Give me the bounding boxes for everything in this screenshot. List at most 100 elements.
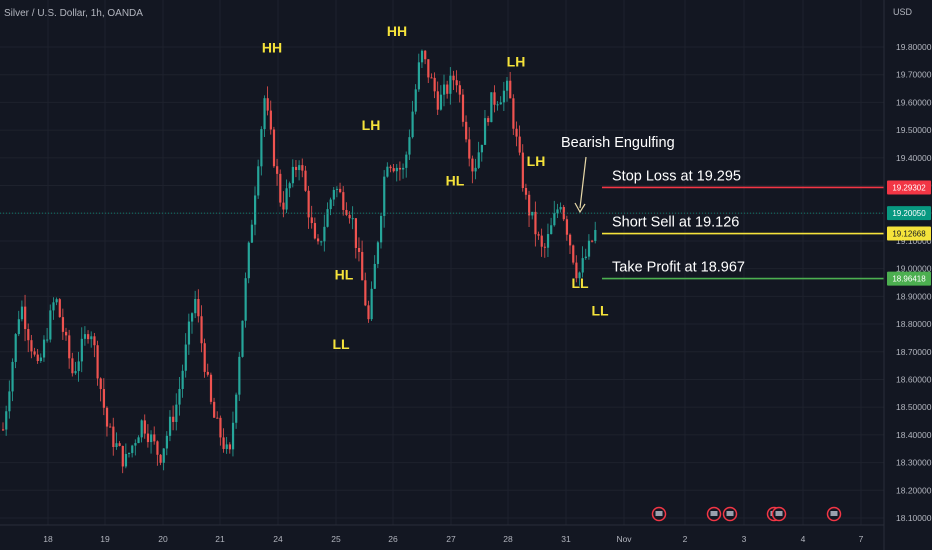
stop-loss-label: Stop Loss at 19.295	[612, 168, 741, 184]
candle-body	[332, 189, 335, 200]
candle-body	[197, 299, 200, 317]
candle-body	[124, 453, 128, 467]
swing-label-ll: LL	[591, 303, 609, 319]
flag-icon-field	[830, 511, 838, 516]
candle-body	[436, 91, 439, 110]
candle-body	[380, 215, 383, 243]
stop-loss-tag	[887, 180, 931, 195]
candle-body	[487, 118, 490, 123]
candle-body	[254, 195, 257, 225]
x-tick-label: 3	[742, 534, 747, 544]
candle-body	[2, 429, 5, 431]
candle-body	[257, 166, 260, 196]
candle-body	[550, 225, 553, 235]
candle-body	[137, 437, 140, 444]
flag-icon-field	[775, 511, 783, 516]
candle-body	[156, 441, 159, 455]
candle-body	[241, 320, 244, 357]
candle-body	[572, 245, 575, 263]
candle-body	[446, 84, 449, 94]
candle-body	[465, 121, 468, 140]
y-tick-label: 19.70000	[896, 70, 932, 80]
candle-body	[272, 129, 276, 167]
candle-body	[386, 166, 389, 177]
y-tick-label: 18.30000	[896, 458, 932, 468]
candle-body	[140, 420, 143, 438]
candle-body	[364, 280, 367, 306]
y-tick-label: 19.00000	[896, 264, 932, 274]
candle-body	[184, 344, 187, 371]
y-tick-label: 18.20000	[896, 485, 932, 495]
candle-body	[461, 94, 465, 122]
candle-body	[153, 434, 156, 442]
candle-body	[342, 192, 345, 210]
swing-label-ll: LL	[332, 336, 350, 352]
candle-body	[449, 75, 452, 94]
candle-body	[83, 334, 87, 339]
x-tick-label: 7	[859, 534, 864, 544]
y-tick-label: 18.50000	[896, 402, 932, 412]
flag-icon-field	[655, 511, 663, 516]
candle-body	[417, 62, 420, 90]
candle-body	[49, 310, 52, 340]
candle-body	[225, 444, 228, 449]
candle-body	[39, 357, 42, 362]
candle-body	[30, 340, 33, 352]
candle-body	[269, 110, 272, 130]
bearish-engulfing-label: Bearish Engulfing	[561, 135, 675, 151]
candle-body	[307, 190, 310, 218]
candle-body	[260, 129, 263, 167]
candle-body	[562, 207, 565, 220]
candle-body	[556, 209, 559, 214]
candle-body	[367, 305, 370, 320]
candle-body	[357, 247, 361, 252]
candle-body	[531, 211, 534, 216]
candle-body	[238, 356, 241, 395]
candle-body	[402, 167, 405, 170]
y-tick-label: 18.70000	[896, 347, 932, 357]
swing-label-lh: LH	[507, 53, 526, 69]
candle-body	[304, 170, 307, 191]
candle-body	[591, 240, 594, 242]
candle-body	[77, 361, 80, 372]
candle-body	[71, 358, 74, 374]
y-tick-label: 18.10000	[896, 513, 932, 523]
stop-loss-tag-text: 19.29302	[892, 183, 926, 192]
candles-layer	[2, 49, 597, 474]
candle-body	[33, 351, 36, 355]
candle-body	[266, 98, 269, 111]
candle-body	[323, 226, 326, 242]
swing-label-ll: LL	[571, 275, 589, 291]
candle-body	[165, 435, 168, 449]
candle-body	[320, 241, 323, 243]
candle-body	[102, 389, 105, 408]
flag-icon-field	[726, 511, 734, 516]
candle-body	[509, 80, 512, 99]
candle-body	[159, 454, 162, 463]
x-tick-label: 25	[331, 534, 341, 544]
candle-body	[80, 338, 83, 362]
candle-body	[168, 416, 172, 436]
candle-body	[521, 152, 524, 188]
candle-body	[329, 199, 332, 210]
candle-body	[109, 426, 112, 428]
candle-body	[335, 188, 339, 190]
candle-body	[559, 207, 562, 210]
candle-body	[581, 258, 584, 273]
candle-body	[244, 278, 247, 321]
candle-body	[118, 443, 121, 446]
candle-body	[42, 339, 46, 358]
x-tick-label: 20	[158, 534, 168, 544]
candle-body	[213, 401, 216, 418]
candle-body	[569, 234, 572, 246]
candle-body	[565, 219, 569, 235]
candle-body	[131, 445, 134, 453]
candle-body	[187, 321, 191, 345]
candle-body	[121, 445, 124, 467]
candle-body	[128, 452, 131, 454]
candle-body	[298, 165, 301, 171]
take-profit-label: Take Profit at 18.967	[612, 260, 745, 276]
y-tick-label: 18.80000	[896, 319, 932, 329]
y-tick-label: 19.50000	[896, 125, 932, 135]
